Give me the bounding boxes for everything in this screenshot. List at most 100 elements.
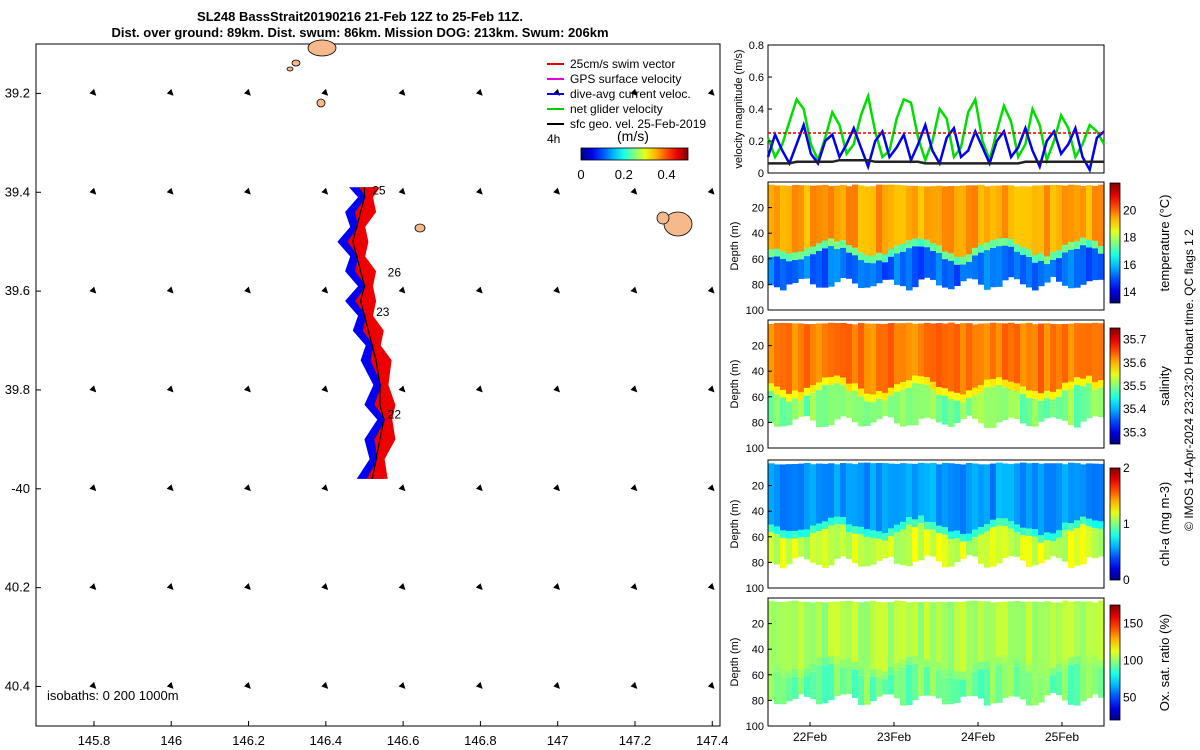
heatmap-cell-transition <box>942 669 949 677</box>
heatmap-cell-transition <box>822 240 829 249</box>
heatmap-cell-transition <box>1032 391 1039 399</box>
map-x-tick-label: 146 <box>160 733 182 748</box>
heatmap-cell-upper <box>978 464 985 531</box>
heatmap-cell-transition <box>852 383 859 392</box>
heatmap-cell-lower <box>810 392 817 421</box>
heatmap-cell-lower <box>1020 535 1027 561</box>
heatmap-cell-lower <box>834 249 841 283</box>
heatmap-cell-upper <box>918 323 925 380</box>
map-x-tick-label: 146.4 <box>310 733 343 748</box>
heatmap-cell-transition <box>786 393 793 402</box>
heatmap-cell-upper <box>852 464 859 531</box>
heatmap-cell-lower <box>894 391 901 424</box>
geo-velocity-arrow <box>243 484 251 492</box>
heatmap-cell-lower <box>816 665 823 705</box>
heatmap-cell-lower <box>858 260 865 289</box>
heatmap-cell-transition <box>1068 657 1075 666</box>
heatmap-y-tick-label: 40 <box>752 228 764 240</box>
heatmap-cell-transition <box>1008 239 1015 247</box>
heatmap-cell-upper <box>1062 323 1069 387</box>
heatmap-cell-lower <box>918 246 925 280</box>
heatmap-cell-upper <box>816 323 823 387</box>
heatmap-cell-lower <box>888 536 895 557</box>
heatmap-cell-lower <box>798 677 805 695</box>
heatmap-colorbar-tick: 20 <box>1123 203 1137 217</box>
heatmap-cell-upper <box>990 322 997 383</box>
heatmap-cell-transition <box>864 393 871 402</box>
heatmap-cell-lower <box>894 253 901 285</box>
heatmap-cell-upper <box>1008 322 1015 386</box>
geo-velocity-arrow <box>630 286 638 294</box>
heatmap-cell-transition <box>900 244 907 252</box>
heatmap-cell-upper <box>876 323 883 395</box>
heatmap-cell-upper <box>894 323 901 389</box>
heatmap-cell-upper <box>1062 464 1069 527</box>
heatmap-cell-upper <box>1056 463 1063 535</box>
heatmap-cell-upper <box>1050 463 1057 538</box>
geo-velocity-arrow <box>553 286 560 294</box>
heatmap-cell-lower <box>774 256 781 288</box>
heatmap-cell-lower <box>948 539 955 567</box>
heatmap-cell-upper <box>1026 463 1033 533</box>
heatmap-cell-transition <box>846 383 853 392</box>
heatmap-colorbar-tick: 35.4 <box>1123 402 1147 416</box>
map-y-tick-label: 40.4 <box>5 678 30 693</box>
heatmap-cell-upper <box>816 185 823 248</box>
heatmap-cell-upper <box>1044 185 1051 261</box>
heatmap-cell-transition <box>1002 379 1009 388</box>
heatmap-cell-upper <box>936 601 943 666</box>
heatmap-cell-transition <box>906 380 913 389</box>
heatmap-y-tick-label: 100 <box>746 583 764 595</box>
heatmap-cell-transition <box>942 388 949 396</box>
heatmap-cell-lower <box>786 261 793 285</box>
heatmap-cell-lower <box>930 250 937 280</box>
heatmap-cell-upper <box>798 323 805 397</box>
map-colorbar-tick: 0 <box>577 167 584 182</box>
heatmap-y-tick-label: 80 <box>752 695 764 707</box>
geo-velocity-arrow <box>630 484 638 492</box>
heatmap-cell-transition <box>1050 252 1057 260</box>
heatmap-cell-upper <box>798 601 805 675</box>
legend-item: GPS surface velocity <box>570 72 681 86</box>
heatmap-cell-lower <box>936 394 943 423</box>
heatmap-cell-transition <box>852 661 859 670</box>
geo-velocity-arrow <box>166 681 174 689</box>
heatmap-cell-transition <box>1026 528 1033 537</box>
heatmap-cell-transition <box>1032 670 1039 678</box>
heatmap-cell-transition <box>1092 240 1099 249</box>
velocity-y-label: velocity magnitude (m/s) <box>733 49 745 168</box>
heatmap-frame <box>767 459 1105 589</box>
heatmap-cell-upper <box>1008 185 1015 243</box>
heatmap-cell-lower <box>996 384 1003 423</box>
heatmap-cell-upper <box>1032 462 1039 533</box>
heatmap-cell-lower <box>834 663 841 697</box>
island-6 <box>414 223 426 233</box>
heatmap-colorbar-label: temperature (°C) <box>1157 195 1172 292</box>
heatmap-cell-transition <box>798 251 805 260</box>
heatmap-cell-transition <box>828 656 835 665</box>
heatmap-cell-transition <box>1080 657 1087 666</box>
map-x-tick-label: 145.8 <box>78 733 111 748</box>
heatmap-cell-upper <box>870 463 877 535</box>
heatmap-cell-transition <box>960 534 967 542</box>
heatmap-cell-upper <box>858 462 865 531</box>
heatmap-cell-transition <box>1092 382 1099 390</box>
heatmap-cell-lower <box>912 663 919 701</box>
heatmap-colorbar <box>1109 604 1121 721</box>
heatmap-cell-lower <box>978 534 985 564</box>
heatmap-cell-upper <box>1044 601 1051 676</box>
heatmap-cell-transition <box>1050 533 1057 542</box>
heatmap-cell-upper <box>888 463 895 533</box>
heatmap-cell-upper <box>894 184 901 250</box>
island-3 <box>316 98 326 108</box>
heatmap-cell-lower <box>828 525 835 566</box>
heatmap-cell-transition <box>840 659 847 668</box>
heatmap-cell-upper <box>900 601 907 664</box>
heatmap-cell-lower <box>1008 246 1015 278</box>
heatmap-cell-lower <box>1008 666 1015 697</box>
heatmap-cell-upper <box>912 601 919 660</box>
geo-velocity-arrow <box>398 484 406 492</box>
heatmap-cell-upper <box>1050 324 1057 396</box>
heatmap-cell-lower <box>972 395 979 419</box>
geo-velocity-arrow <box>89 681 97 689</box>
